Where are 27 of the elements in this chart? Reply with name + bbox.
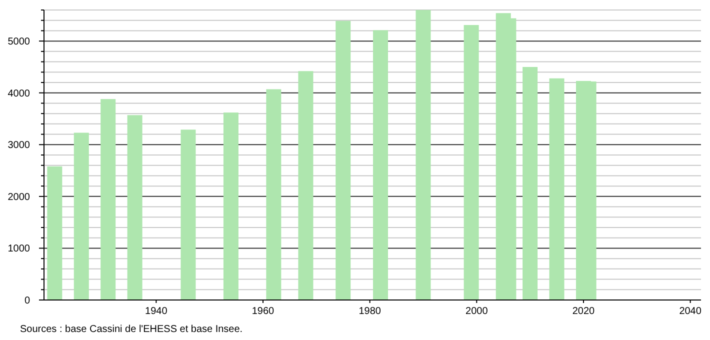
bar <box>298 71 314 300</box>
bar <box>373 30 388 300</box>
y-tick-label: 4000 <box>8 88 30 100</box>
bar <box>47 166 62 300</box>
bar <box>74 132 89 300</box>
bar <box>223 112 238 300</box>
x-tick-label: 1980 <box>358 306 382 317</box>
y-tick-label: 5000 <box>8 36 30 48</box>
bar <box>127 115 142 300</box>
bar <box>336 20 351 300</box>
bar <box>416 10 431 300</box>
x-tick-label: 1940 <box>145 306 168 317</box>
x-tick-label: 2040 <box>679 306 702 317</box>
bar <box>100 99 116 300</box>
bar <box>549 78 564 300</box>
bar <box>522 66 538 300</box>
y-tick-label: 3000 <box>8 140 30 152</box>
x-tick-label: 1960 <box>252 306 275 317</box>
y-tick-label: 0 <box>24 296 30 306</box>
source-note: Sources : base Cassini de l'EHESS et base Insee. <box>20 324 243 335</box>
y-tick-label: 2000 <box>8 192 30 203</box>
x-tick-label: 2020 <box>572 306 596 317</box>
bar <box>266 89 282 300</box>
bar <box>464 25 479 300</box>
bar <box>180 130 196 300</box>
x-tick-label: 2000 <box>466 306 488 317</box>
y-tick-label: 1000 <box>8 244 30 255</box>
